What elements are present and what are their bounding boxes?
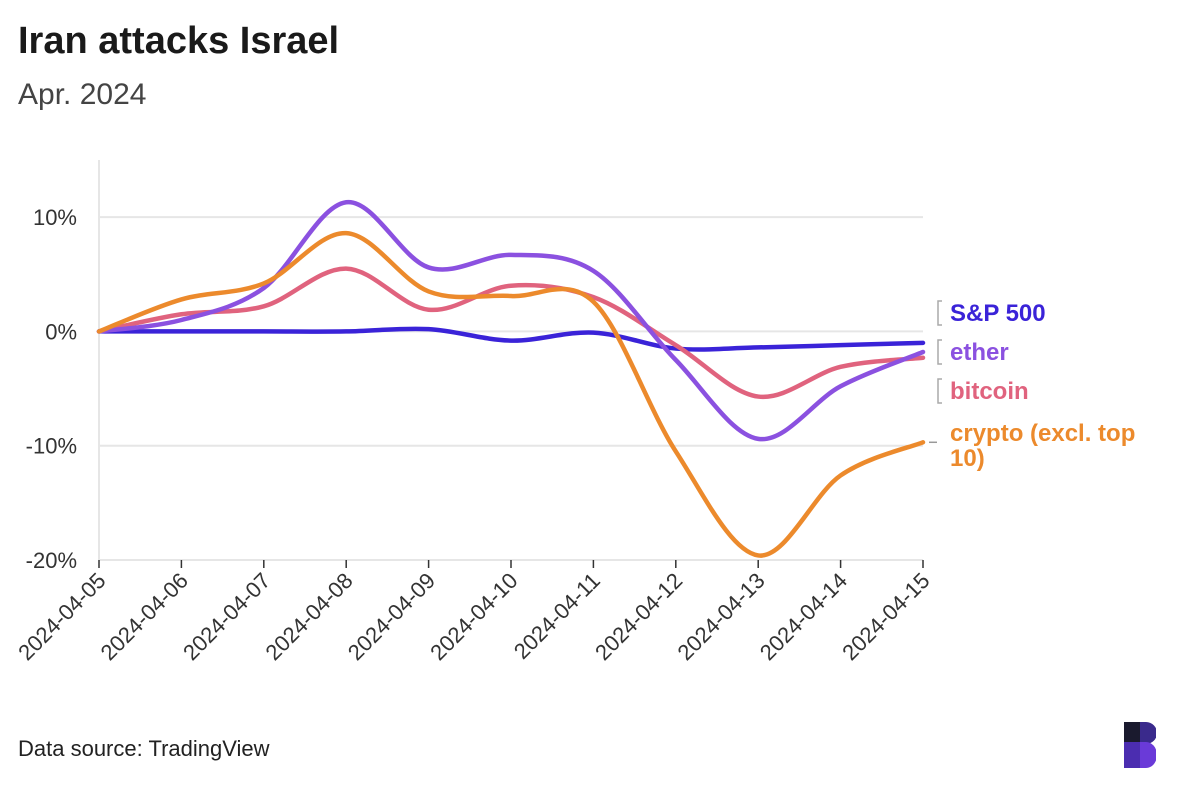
x-tick-label: 2024-04-12 [590, 568, 687, 665]
series-label: bitcoin [950, 378, 1029, 405]
x-tick-label: 2024-04-05 [13, 568, 110, 665]
series-label: crypto (excl. top [950, 420, 1135, 447]
label-bracket [937, 339, 942, 365]
x-tick-label: 2024-04-07 [178, 568, 275, 665]
y-tick-label: 10% [33, 205, 77, 230]
series-lines [96, 200, 926, 558]
label-bracket [937, 300, 942, 326]
y-tick-label: 0% [45, 319, 77, 344]
chart-subtitle: Apr. 2024 [18, 78, 147, 111]
y-tick-label: -10% [26, 434, 77, 459]
x-tick-label: 2024-04-08 [260, 568, 357, 665]
series-line [96, 266, 926, 400]
b-logo-icon [1124, 722, 1156, 768]
series-line [96, 230, 926, 558]
axes: 10%0%-10%-20%2024-04-052024-04-062024-04… [13, 160, 935, 665]
series-line [96, 200, 926, 442]
label-bracket [937, 378, 942, 404]
grid [99, 216, 923, 561]
x-tick-label: 2024-04-15 [837, 568, 934, 665]
series-label: S&P 500 [950, 300, 1046, 327]
y-tick-label: -20% [26, 548, 77, 573]
series-label: 10) [950, 445, 985, 472]
x-tick-label: 2024-04-09 [343, 568, 440, 665]
x-tick-label: 2024-04-10 [425, 568, 522, 665]
x-tick-label: 2024-04-13 [672, 568, 769, 665]
series-label: ether [950, 339, 1009, 366]
data-source: Data source: TradingView [18, 736, 270, 761]
x-tick-label: 2024-04-06 [96, 568, 193, 665]
x-tick-label: 2024-04-11 [509, 568, 605, 664]
series-line [96, 326, 926, 352]
chart-title: Iran attacks Israel [18, 20, 340, 62]
x-tick-label: 2024-04-14 [755, 568, 852, 665]
